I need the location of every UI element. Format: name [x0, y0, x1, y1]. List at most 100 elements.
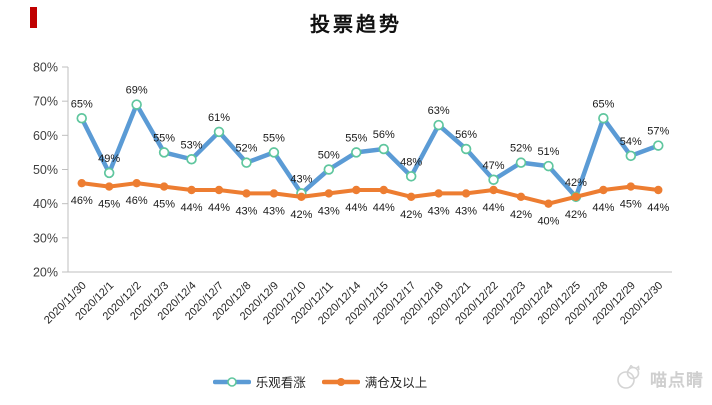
y-tick-label: 20% [33, 266, 58, 280]
series-line-1 [79, 181, 661, 206]
data-label: 44% [181, 202, 203, 214]
data-point-marker [653, 140, 664, 151]
legend: 乐观看涨 满仓及以上 [0, 372, 640, 391]
data-label: 55% [345, 132, 367, 144]
data-point-marker [76, 112, 87, 124]
data-label: 49% [98, 153, 120, 165]
data-label: 42% [400, 209, 422, 221]
data-label: 44% [483, 202, 505, 214]
legend-marker-icon [321, 377, 360, 386]
data-label: 52% [510, 143, 532, 155]
y-tick-label: 80% [33, 61, 58, 75]
data-point-marker [654, 185, 663, 195]
data-label: 45% [153, 199, 175, 211]
data-label: 57% [647, 126, 669, 138]
data-label: 65% [592, 98, 614, 110]
legend-marker-icon [212, 376, 251, 387]
chart-title: 投票趋势 [310, 12, 402, 36]
data-label: 43% [318, 205, 340, 217]
series-line-0 [79, 102, 661, 200]
legend-item-0: 乐观看涨 [212, 372, 306, 391]
data-point-marker [405, 171, 417, 182]
data-label: 55% [263, 132, 285, 144]
data-label: 46% [126, 195, 148, 207]
data-label: 56% [373, 129, 395, 141]
series-0: 65% 49% 69% 55% 53% 61% 52% 55% 43% 50% 55% 56% 48% 6… [71, 85, 669, 203]
data-point-marker [599, 185, 608, 195]
data-point-marker [489, 185, 498, 195]
watermark-text: 喵点睛 [650, 370, 704, 390]
data-label: 42% [565, 177, 587, 189]
data-label: 48% [400, 156, 422, 168]
data-point-marker [460, 143, 472, 155]
data-label: 63% [428, 105, 450, 117]
data-label: 55% [153, 132, 175, 144]
data-label: 42% [290, 209, 312, 221]
data-point-marker [242, 189, 251, 198]
data-point-marker [268, 147, 280, 158]
data-point-marker [297, 192, 306, 202]
data-point-marker [378, 143, 389, 155]
data-point-marker [433, 119, 444, 131]
data-point-marker [104, 182, 114, 191]
data-point-marker [543, 160, 554, 172]
data-point-marker [406, 192, 416, 202]
data-point-marker [241, 157, 252, 168]
data-label: 69% [126, 85, 148, 97]
data-point-marker [131, 99, 142, 110]
data-label: 44% [208, 202, 230, 214]
data-point-marker [132, 178, 141, 188]
legend-label-0: 乐观看涨 [255, 376, 306, 390]
data-label: 45% [620, 199, 642, 211]
data-label: 65% [71, 98, 93, 110]
y-tick-label: 70% [33, 95, 58, 109]
x-axis-labels: 2020/11/302020/12/12020/12/22020/12/3202… [42, 280, 665, 327]
data-label: 42% [510, 209, 532, 221]
data-point-marker [488, 174, 499, 186]
data-point-marker [626, 182, 636, 191]
data-point-marker [323, 164, 335, 175]
data-point-marker [461, 189, 471, 198]
data-label: 47% [483, 160, 505, 172]
data-label: 50% [318, 150, 340, 162]
data-point-marker [515, 157, 527, 168]
data-label: 53% [181, 139, 203, 151]
data-point-marker [77, 178, 86, 188]
red-accent-bar [30, 7, 37, 28]
data-point-marker [352, 185, 361, 195]
data-point-marker [269, 189, 279, 198]
data-label: 44% [373, 202, 395, 214]
data-point-marker [625, 150, 637, 162]
data-label: 44% [345, 202, 367, 214]
data-point-marker [159, 182, 169, 191]
data-label: 44% [592, 202, 614, 214]
legend-label-1: 满仓及以上 [364, 376, 428, 390]
data-label: 43% [455, 205, 477, 217]
y-axis-ticks: 80% 70% 60% 50% 40% 30% 20% [33, 61, 68, 280]
data-point-marker [158, 147, 170, 158]
data-point-marker [351, 147, 362, 158]
data-point-marker [544, 199, 553, 208]
data-label: 46% [71, 195, 93, 207]
data-label: 52% [235, 143, 257, 155]
data-point-marker [214, 185, 224, 195]
data-label: 43% [290, 173, 312, 185]
cat-logo-icon [617, 365, 640, 389]
data-point-marker [103, 167, 115, 179]
data-point-marker [571, 192, 581, 202]
data-label: 51% [537, 146, 559, 158]
y-tick-label: 30% [33, 231, 58, 245]
data-point-marker [598, 112, 609, 124]
data-label: 54% [620, 136, 642, 148]
axes [67, 67, 672, 273]
data-point-marker [187, 185, 196, 195]
data-label: 43% [235, 205, 257, 217]
data-label: 45% [98, 199, 120, 211]
data-label: 43% [428, 205, 450, 217]
data-label: 40% [537, 216, 559, 228]
data-label: 42% [565, 209, 587, 221]
data-point-marker [213, 126, 225, 138]
data-point-marker [379, 185, 388, 195]
